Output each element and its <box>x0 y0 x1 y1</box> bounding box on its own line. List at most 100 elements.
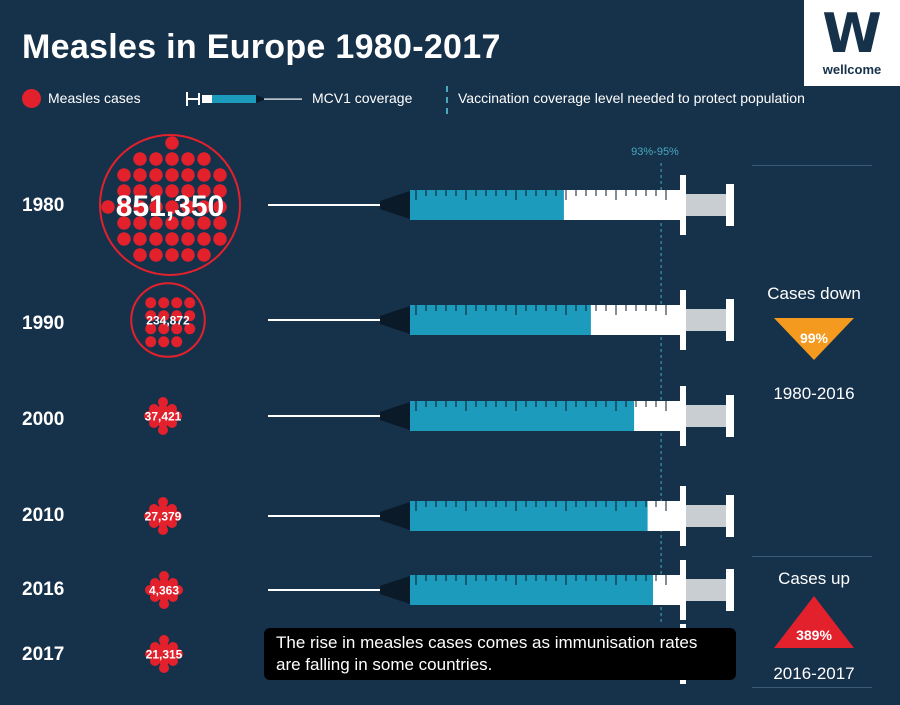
case-dot <box>181 184 195 198</box>
case-dot <box>149 168 163 182</box>
case-dot <box>173 585 183 595</box>
case-dot <box>159 656 169 666</box>
case-dot <box>181 248 195 262</box>
threshold-label: 93%-95% <box>631 146 679 158</box>
case-dot <box>158 418 168 428</box>
case-dot <box>167 518 177 528</box>
case-dot <box>150 592 160 602</box>
case-dot <box>197 200 211 214</box>
case-dot <box>149 248 163 262</box>
case-dot <box>158 525 168 535</box>
page-title: Measles in Europe 1980-2017 <box>22 28 501 66</box>
case-dot <box>184 323 196 335</box>
case-dot <box>117 216 131 230</box>
case-dot <box>158 497 168 507</box>
case-dot <box>117 168 131 182</box>
case-dot <box>133 200 147 214</box>
case-label-1980: 851,350 <box>116 190 224 223</box>
case-dot <box>145 310 157 322</box>
case-dot <box>117 200 131 214</box>
syringe-legend-icon <box>186 92 302 106</box>
cases-legend-label: Measles cases <box>48 90 141 106</box>
plunger-head-1990 <box>726 299 734 341</box>
plunger-rod-1990 <box>686 309 726 331</box>
case-dot <box>172 511 182 521</box>
case-dot <box>149 216 163 230</box>
case-dot <box>171 336 183 348</box>
case-dot <box>165 184 179 198</box>
plunger-rod-2000 <box>686 405 726 427</box>
threshold-legend-label: Vaccination coverage level needed to pro… <box>458 90 805 106</box>
footnote-box: The rise in measles cases comes as immun… <box>264 628 736 680</box>
case-dot <box>165 232 179 246</box>
cases-down-value: 99% <box>799 330 829 346</box>
case-dot <box>197 248 211 262</box>
coverage-fill-1980 <box>410 190 564 220</box>
wellcome-logo: W wellcome <box>804 0 900 86</box>
case-dot <box>158 297 170 309</box>
case-dot <box>159 642 169 652</box>
case-label-2016: 4,363 <box>149 583 179 597</box>
case-dot <box>145 336 157 348</box>
plunger-rod-2010 <box>686 505 726 527</box>
case-dot <box>133 216 147 230</box>
case-dot <box>158 425 168 435</box>
plunger-flange-2000 <box>680 386 686 446</box>
year-label-1990: 1990 <box>22 313 65 334</box>
case-dot <box>149 200 163 214</box>
cases-up-title: Cases up <box>778 569 850 588</box>
case-dot <box>165 248 179 262</box>
divider-top <box>752 165 872 166</box>
case-dot <box>173 649 183 659</box>
plunger-rod-2016 <box>686 579 726 601</box>
syringe-tip-2000 <box>380 402 410 430</box>
case-dot <box>101 200 115 214</box>
case-dot <box>159 635 169 645</box>
coverage-fill-2016 <box>410 575 653 605</box>
cases-legend-icon <box>22 89 41 108</box>
case-dot <box>165 216 179 230</box>
case-dot <box>159 599 169 609</box>
case-dot <box>197 216 211 230</box>
case-dot <box>184 310 196 322</box>
cases-down-title: Cases down <box>767 284 861 303</box>
case-label-2000: 37,421 <box>145 409 182 423</box>
year-label-2010: 2010 <box>22 505 65 526</box>
case-dot <box>181 232 195 246</box>
year-label-1980: 1980 <box>22 195 65 216</box>
syringe-tip-2016 <box>380 576 410 604</box>
case-dot <box>165 152 179 166</box>
case-dot <box>181 200 195 214</box>
case-dot <box>159 571 169 581</box>
case-dot <box>184 297 196 309</box>
case-dot <box>149 418 159 428</box>
case-dot <box>168 656 178 666</box>
case-dot <box>171 297 183 309</box>
case-dot <box>213 184 227 198</box>
case-dot <box>171 310 183 322</box>
case-dot <box>149 152 163 166</box>
case-dot <box>181 152 195 166</box>
year-label-2000: 2000 <box>22 409 65 430</box>
case-dot <box>133 248 147 262</box>
coverage-fill-2010 <box>410 501 648 531</box>
plunger-flange-2016 <box>680 560 686 620</box>
case-dot <box>158 518 168 528</box>
case-dot <box>197 184 211 198</box>
up-triangle-icon <box>774 596 854 648</box>
logo-name: wellcome <box>822 62 882 77</box>
case-dot <box>158 504 168 514</box>
coverage-legend-label: MCV1 coverage <box>312 90 413 106</box>
logo-letter: W <box>822 2 882 65</box>
coverage-fill-2000 <box>410 401 635 431</box>
case-label-1990: 234,872 <box>146 313 190 327</box>
case-dot <box>213 168 227 182</box>
cases-up-period: 2016-2017 <box>773 664 855 683</box>
plunger-rod-1980 <box>686 194 726 216</box>
case-dot <box>165 136 179 150</box>
case-dot <box>167 418 177 428</box>
year-label-2017: 2017 <box>22 644 65 665</box>
case-dot <box>117 232 131 246</box>
divider-bottom <box>752 556 872 557</box>
year-label-2016: 2016 <box>22 579 65 600</box>
